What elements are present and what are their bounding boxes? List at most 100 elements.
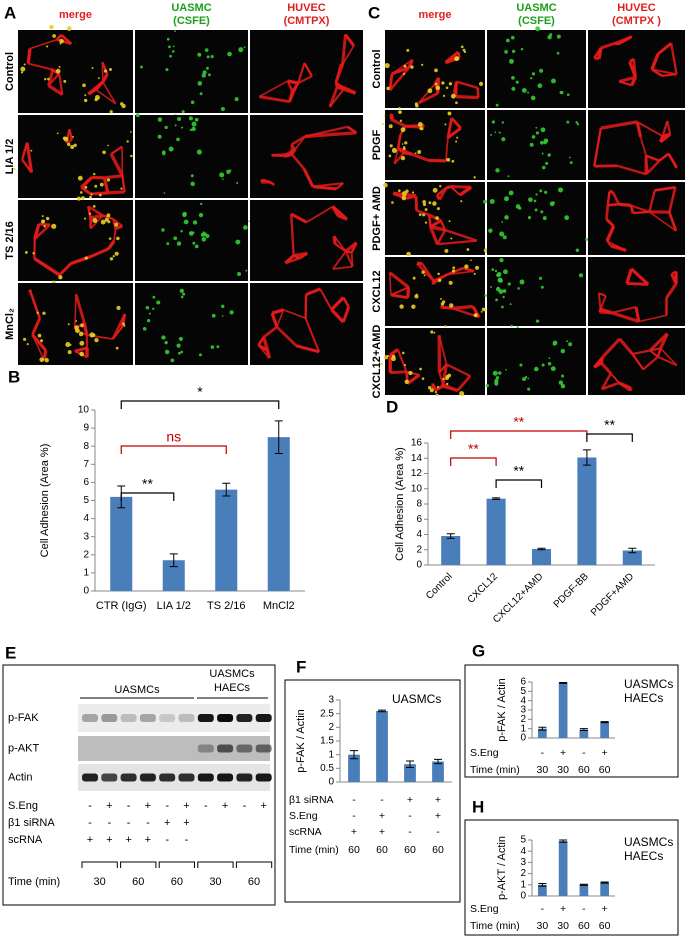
panel-frame [464, 664, 679, 778]
cell [434, 82, 438, 86]
cell [401, 351, 405, 355]
column-header: UASMC [171, 2, 211, 14]
x-tick-label: Control [424, 571, 455, 602]
vessel [456, 375, 472, 392]
vessel [297, 62, 306, 84]
row-cell: + [106, 834, 112, 846]
panel-frame [464, 819, 679, 936]
row-cell: + [260, 800, 266, 812]
cell [439, 184, 442, 188]
vessel [442, 383, 459, 393]
cell [541, 152, 544, 155]
cell [564, 215, 570, 221]
cell [408, 370, 413, 376]
cell [100, 219, 106, 225]
cell [183, 219, 189, 225]
cell [108, 67, 112, 71]
vessel [452, 304, 474, 310]
vessel [642, 355, 659, 371]
vessel [271, 152, 292, 157]
micrograph [129, 113, 248, 198]
row-cell: + [222, 800, 228, 812]
x-tick-label: LIA 1/2 [157, 600, 191, 612]
cell [436, 385, 440, 389]
cell [439, 297, 442, 300]
cell [448, 220, 451, 223]
cell [504, 50, 508, 54]
cell [75, 320, 78, 322]
y-tick-label: 1.5 [320, 736, 334, 747]
y-tick-label: 10 [411, 483, 423, 494]
time-bracket [158, 861, 195, 868]
vessel [445, 137, 449, 161]
blot-band [101, 773, 118, 782]
x-tick-label: PDGF+AMD [589, 571, 636, 618]
bar [348, 754, 360, 782]
cell [164, 125, 168, 130]
cell [495, 103, 499, 107]
cell [107, 220, 111, 224]
cell [502, 235, 507, 240]
vessel [47, 69, 55, 86]
vessel [446, 363, 471, 378]
micrograph-background [487, 110, 586, 180]
bar [531, 548, 552, 565]
cell [67, 350, 72, 355]
cell [164, 349, 170, 355]
vessel [648, 211, 677, 232]
micrograph-background [135, 283, 248, 365]
cell [417, 150, 422, 154]
cell [176, 137, 180, 142]
cell [522, 377, 527, 382]
cell [437, 278, 442, 283]
vessel [593, 356, 604, 369]
vessel [304, 131, 357, 139]
panel-letter: B [8, 367, 20, 386]
cell [540, 127, 546, 133]
cell [380, 362, 383, 366]
vessel [344, 33, 356, 47]
vessel [306, 205, 334, 224]
vessel [335, 81, 346, 89]
micrograph-background [135, 200, 248, 281]
cell [92, 205, 96, 208]
error-bar [350, 750, 358, 760]
vessel [661, 73, 677, 77]
cell [192, 220, 198, 225]
cell [93, 172, 96, 176]
vessel [94, 191, 108, 196]
cell [222, 178, 224, 180]
cell [115, 346, 119, 350]
cell [575, 121, 578, 124]
blot-band [179, 745, 195, 753]
cell [542, 216, 547, 221]
cell [437, 272, 440, 276]
vessel [630, 76, 637, 86]
vessel [625, 268, 634, 285]
blot-band [197, 744, 214, 753]
cell [129, 130, 132, 133]
cell [74, 325, 79, 330]
cell [67, 323, 70, 326]
micrograph [588, 257, 685, 326]
panel-letter: D [386, 397, 398, 416]
vessel [90, 214, 104, 230]
vessel [654, 185, 676, 192]
y-tick-label: 6 [83, 477, 89, 488]
cell [169, 54, 172, 58]
vessel [606, 191, 611, 206]
significance-label: * [197, 384, 203, 400]
vessel [344, 241, 358, 253]
vessel [286, 80, 294, 92]
panel-frame [284, 679, 461, 903]
vessel [436, 77, 440, 94]
cell [63, 136, 69, 142]
vessel [25, 142, 34, 173]
micrograph-background [250, 115, 363, 198]
vessel [276, 309, 285, 328]
cell [168, 146, 174, 152]
vessel [597, 47, 603, 60]
cell [510, 35, 515, 40]
vessel [441, 364, 449, 385]
cell [65, 341, 71, 348]
